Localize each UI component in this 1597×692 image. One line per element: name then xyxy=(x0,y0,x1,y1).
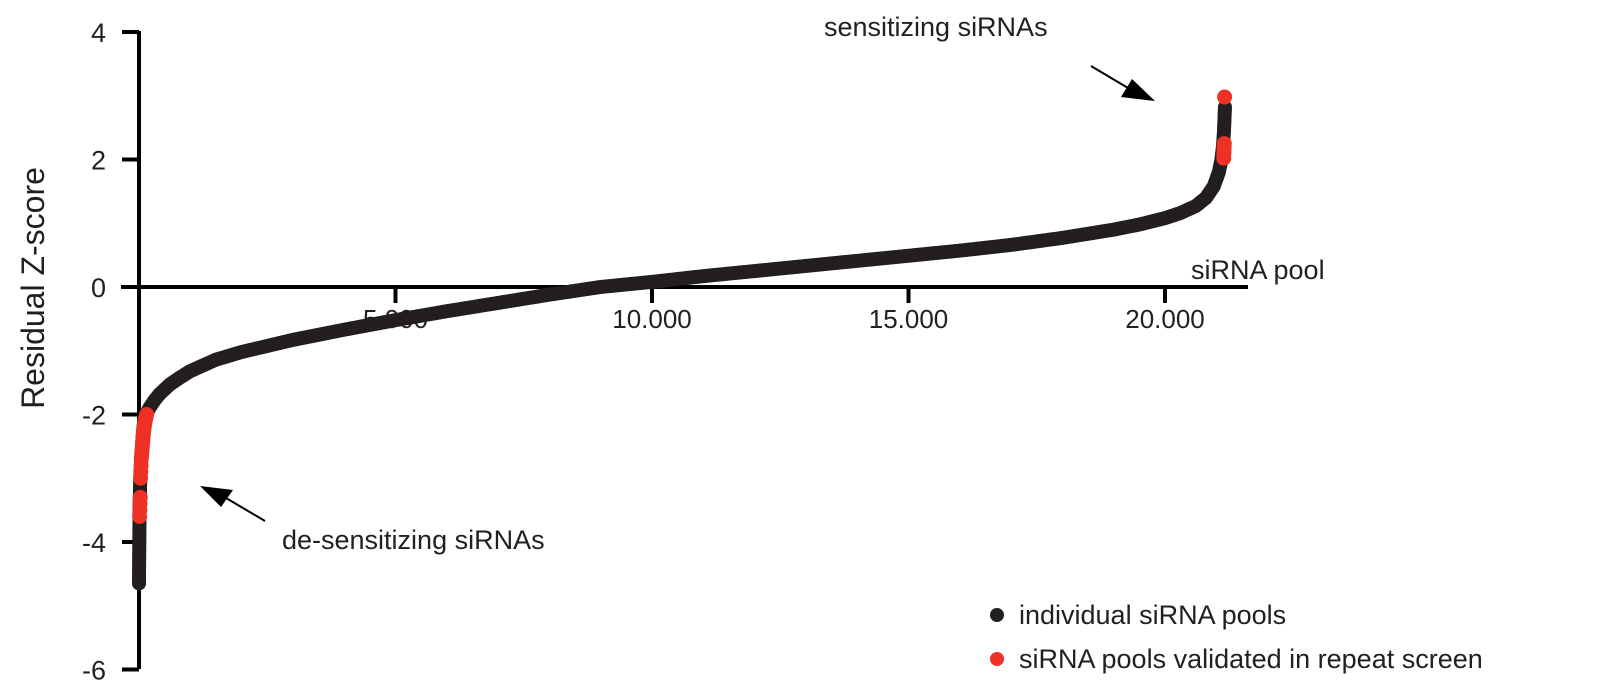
arrow-sensitizing-icon xyxy=(1090,65,1155,101)
annotation-sensitizing: sensitizing siRNAs xyxy=(824,12,1048,42)
arrow-desensitizing-icon xyxy=(200,486,266,522)
x-tick-label: 20.000 xyxy=(1125,304,1205,334)
annotation-desensitizing: de-sensitizing siRNAs xyxy=(282,525,545,555)
legend-label-validated: siRNA pools validated in repeat screen xyxy=(1019,644,1483,674)
x-tick-label: 10.000 xyxy=(612,304,692,334)
data-point-individual xyxy=(133,577,145,590)
x-axis-label: siRNA pool xyxy=(1191,255,1325,285)
y-axis-label: Residual Z-score xyxy=(15,167,51,409)
y-tick-label: 0 xyxy=(91,273,106,303)
data-point-validated xyxy=(139,407,155,422)
y-tick-label: -2 xyxy=(82,401,106,431)
y-tick-label: 2 xyxy=(91,146,106,176)
y-tick-label: -6 xyxy=(82,656,106,686)
data-point-validated xyxy=(1217,89,1233,105)
legend-label-individual: individual siRNA pools xyxy=(1019,600,1286,630)
y-tick-label: -4 xyxy=(82,528,106,558)
y-tick-label: 4 xyxy=(91,18,106,48)
y-ticks: 4 2 0 -2 -4 -6 xyxy=(82,18,139,686)
data-point-validated xyxy=(1216,136,1232,152)
x-tick-label: 15.000 xyxy=(869,304,949,334)
legend-marker-individual xyxy=(990,608,1004,622)
legend: individual siRNA pools siRNA pools valid… xyxy=(990,600,1483,674)
data-points xyxy=(132,89,1233,591)
data-point-validated xyxy=(132,489,148,505)
legend-marker-validated xyxy=(990,652,1004,666)
